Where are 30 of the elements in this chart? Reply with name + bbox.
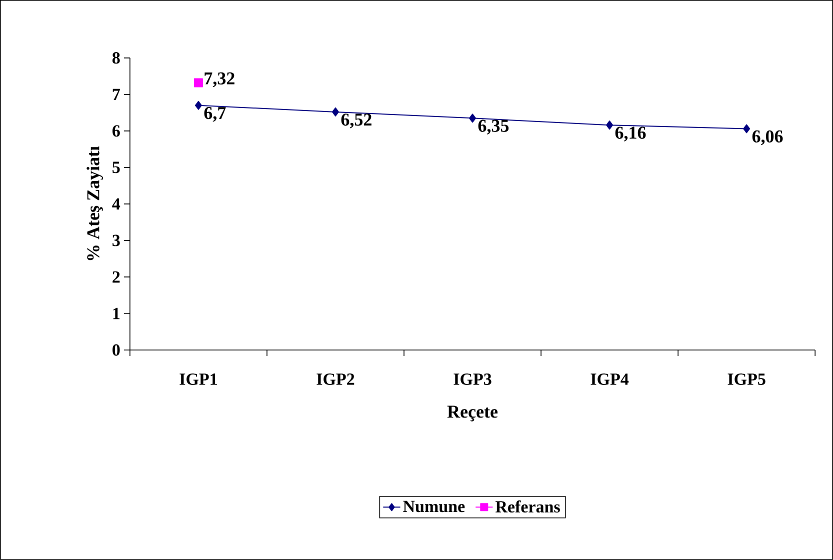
point: [194, 78, 203, 88]
x-tick-label: IGP1: [180, 374, 217, 385]
point: [469, 114, 476, 123]
point: [194, 100, 202, 110]
legend-label: Referans: [495, 500, 560, 513]
y-tick-label: 3: [112, 234, 120, 246]
y-tick-label: 2: [112, 271, 120, 283]
y-tick-label: 0: [112, 344, 120, 356]
x-tick-label: IGP4: [590, 374, 629, 385]
point: [606, 120, 614, 130]
y-axis-title: % Ateş Zayiatı: [86, 146, 104, 260]
y-tick-label: 4: [112, 198, 120, 210]
y-tick-label: 6: [112, 125, 120, 137]
legend-label: Numune: [403, 500, 465, 512]
point: [332, 107, 339, 116]
y-tick-label: 1: [113, 308, 120, 320]
data-label: 6,7: [204, 107, 226, 122]
data-label: 6,16: [615, 126, 646, 142]
y-tick-label: 5: [112, 162, 120, 174]
data-label: 6,35: [478, 120, 509, 135]
x-axis-title: Reçete: [447, 406, 498, 422]
x-tick-label: IGP5: [728, 374, 766, 385]
y-tick-label: 8: [112, 52, 120, 64]
point: [743, 124, 750, 134]
data-label: 7,32: [204, 72, 234, 88]
x-tick-label: IGP3: [454, 374, 492, 385]
y-tick-label: 7: [112, 88, 120, 100]
data-label: 6,52: [341, 114, 372, 128]
x-tick-label: IGP2: [316, 374, 354, 385]
data-label: 6,06: [752, 130, 783, 146]
